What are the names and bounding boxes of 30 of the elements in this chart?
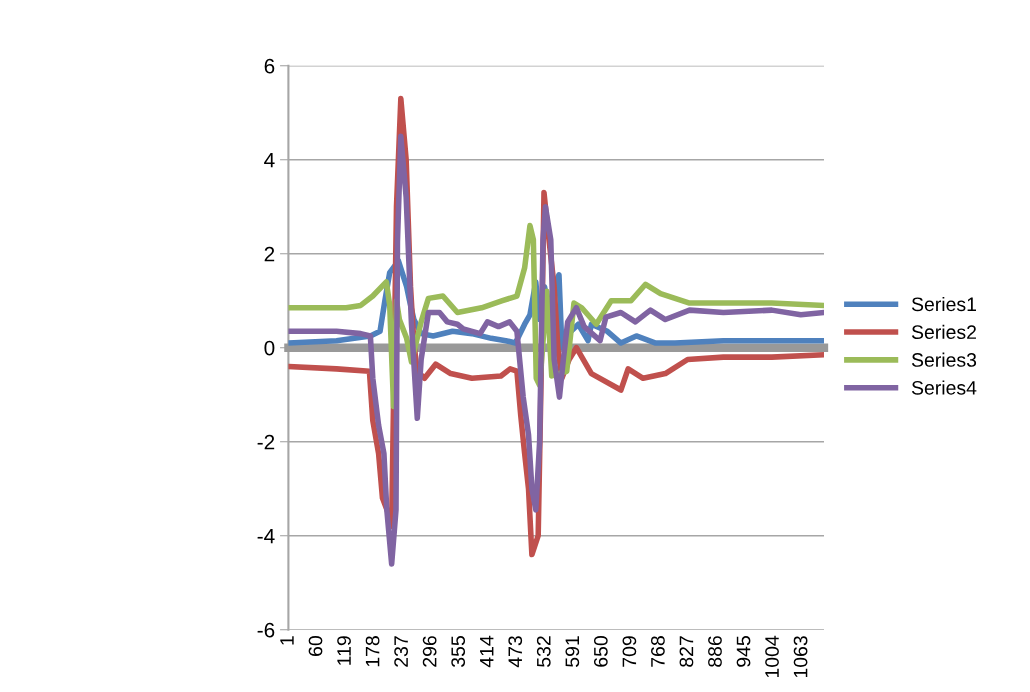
legend-label: Series4 bbox=[911, 380, 977, 395]
y-tick-label: 4 bbox=[264, 152, 275, 168]
x-tick-label: 414 bbox=[480, 635, 494, 668]
x-tick-label: 945 bbox=[736, 636, 751, 667]
x-tick-label: 355 bbox=[451, 636, 466, 667]
x-tick-label: 473 bbox=[508, 636, 523, 668]
x-tick-label: 60 bbox=[308, 636, 323, 656]
x-tick-label: 709 bbox=[622, 636, 637, 667]
y-tick-label: -4 bbox=[257, 528, 275, 544]
legend-label: Series3 bbox=[911, 352, 977, 367]
y-tick-label: -2 bbox=[257, 434, 275, 450]
legend-label: Series1 bbox=[911, 296, 976, 312]
x-tick-label: 1004 bbox=[765, 635, 779, 678]
y-tick-label: 2 bbox=[264, 246, 275, 262]
x-tick-label: 237 bbox=[394, 636, 408, 667]
x-tick-label: 1063 bbox=[793, 636, 808, 678]
x-tick-label: 178 bbox=[365, 636, 380, 667]
x-tick-label: 591 bbox=[565, 636, 580, 667]
y-tick-label: 6 bbox=[264, 58, 275, 74]
x-tick-label: 296 bbox=[422, 636, 437, 667]
x-tick-label: 532 bbox=[536, 636, 551, 667]
x-tick-label: 886 bbox=[708, 636, 722, 667]
x-tick-label: 650 bbox=[593, 636, 608, 667]
x-tick-label: 119 bbox=[337, 636, 351, 665]
legend-label: Series2 bbox=[911, 324, 976, 340]
x-tick-label: 768 bbox=[651, 636, 665, 667]
y-tick-label: -6 bbox=[257, 622, 275, 638]
x-tick-label: 1 bbox=[280, 636, 294, 645]
x-tick-label: 827 bbox=[679, 636, 694, 667]
y-tick-label: 0 bbox=[264, 340, 275, 356]
